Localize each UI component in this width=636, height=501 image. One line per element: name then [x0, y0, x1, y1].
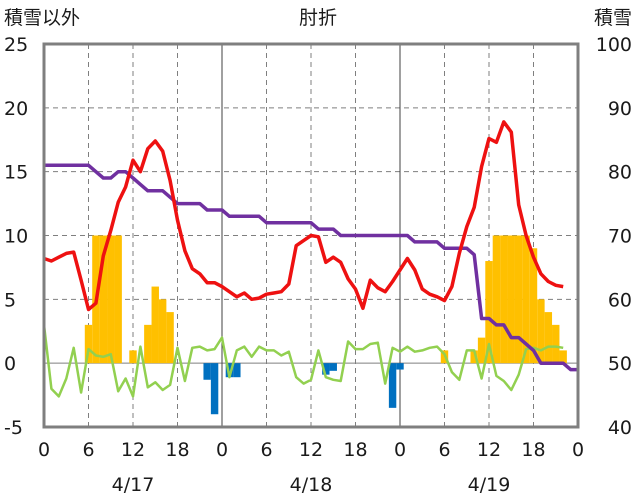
- precipitation-bar: [233, 363, 241, 378]
- x-tick-label: 6: [438, 439, 450, 461]
- series-lines: [42, 120, 578, 398]
- precipitation-bar: [225, 363, 234, 378]
- plot-border: [42, 42, 580, 429]
- snowfall-bar: [485, 261, 493, 364]
- snowfall-bar: [477, 337, 486, 364]
- x-tick-label: 12: [121, 439, 145, 461]
- right-tick-label: 70: [608, 226, 632, 248]
- x-axis-ticks: 0 6 12 18 0 6 12 18 0 6 12 18 0: [38, 439, 584, 461]
- temperature-line: [43, 120, 564, 312]
- precipitation-bar: [322, 363, 330, 375]
- date-label: 4/17: [112, 474, 155, 496]
- left-tick-label: 20: [4, 98, 28, 120]
- snowfall-bar: [544, 312, 553, 364]
- right-tick-label: 40: [608, 417, 632, 439]
- snowfall-bar: [559, 350, 567, 364]
- left-tick-label: 10: [4, 226, 28, 248]
- right-axis-label: 積雪: [594, 7, 632, 29]
- x-tick-label: 18: [521, 439, 545, 461]
- x-tick-label: 18: [343, 439, 367, 461]
- snowfall-bar: [151, 286, 159, 364]
- snowfall-bar: [514, 235, 523, 364]
- snowfall-bar: [84, 324, 93, 364]
- snowfall-bar: [129, 350, 137, 364]
- x-tick-label: 12: [299, 439, 323, 461]
- snowfall-bar: [144, 324, 152, 364]
- left-tick-label: -5: [4, 417, 23, 439]
- x-tick-label: 6: [82, 439, 94, 461]
- snowfall-bar: [470, 350, 478, 364]
- snowfall-bar: [537, 299, 545, 364]
- left-axis-label: 積雪以外: [4, 7, 80, 29]
- precipitation-bar: [396, 363, 404, 370]
- precipitation-bars: [203, 363, 404, 415]
- snowfall-bar: [107, 235, 115, 364]
- right-axis-ticks: 40 50 60 70 80 90 100: [596, 34, 632, 439]
- left-axis-ticks: -5 0 5 10 15 20 25: [4, 34, 28, 439]
- right-tick-label: 50: [608, 353, 632, 375]
- x-tick-label: 18: [165, 439, 189, 461]
- right-tick-label: 100: [596, 34, 632, 56]
- precipitation-bar: [203, 363, 211, 380]
- snowfall-bar: [500, 235, 508, 364]
- snowfall-bar: [114, 235, 122, 364]
- precipitation-bar: [388, 363, 397, 408]
- x-tick-label: 0: [394, 439, 406, 461]
- x-tick-label: 0: [572, 439, 584, 461]
- snowfall-bar: [158, 299, 167, 364]
- chart-title: 肘折: [299, 7, 337, 29]
- snowfall-bar: [552, 324, 560, 364]
- snowfall-bar: [492, 235, 501, 364]
- right-tick-label: 90: [608, 98, 632, 120]
- left-tick-label: 15: [4, 162, 28, 184]
- date-label: 4/19: [468, 474, 511, 496]
- snowfall-bar: [166, 312, 174, 364]
- x-tick-label: 0: [38, 439, 50, 461]
- left-tick-label: 0: [4, 353, 16, 375]
- snowfall-bar: [507, 235, 515, 364]
- x-tick-label: 6: [260, 439, 272, 461]
- x-tick-label: 12: [477, 439, 501, 461]
- snowfall-bar: [529, 248, 538, 364]
- wind-line: [42, 324, 564, 398]
- snowfall-bar: [522, 235, 530, 364]
- right-tick-label: 60: [608, 289, 632, 311]
- x-tick-label: 0: [216, 439, 228, 461]
- snowfall-bar: [99, 235, 108, 364]
- date-labels: 4/17 4/18 4/19: [112, 474, 511, 496]
- precipitation-bar: [210, 363, 219, 415]
- left-tick-label: 5: [4, 289, 16, 311]
- right-tick-label: 80: [608, 162, 632, 184]
- plot-frame: [42, 42, 580, 429]
- left-tick-label: 25: [4, 34, 28, 56]
- date-label: 4/18: [290, 474, 333, 496]
- precipitation-bar: [329, 363, 337, 371]
- snow-depth-line: [44, 163, 578, 372]
